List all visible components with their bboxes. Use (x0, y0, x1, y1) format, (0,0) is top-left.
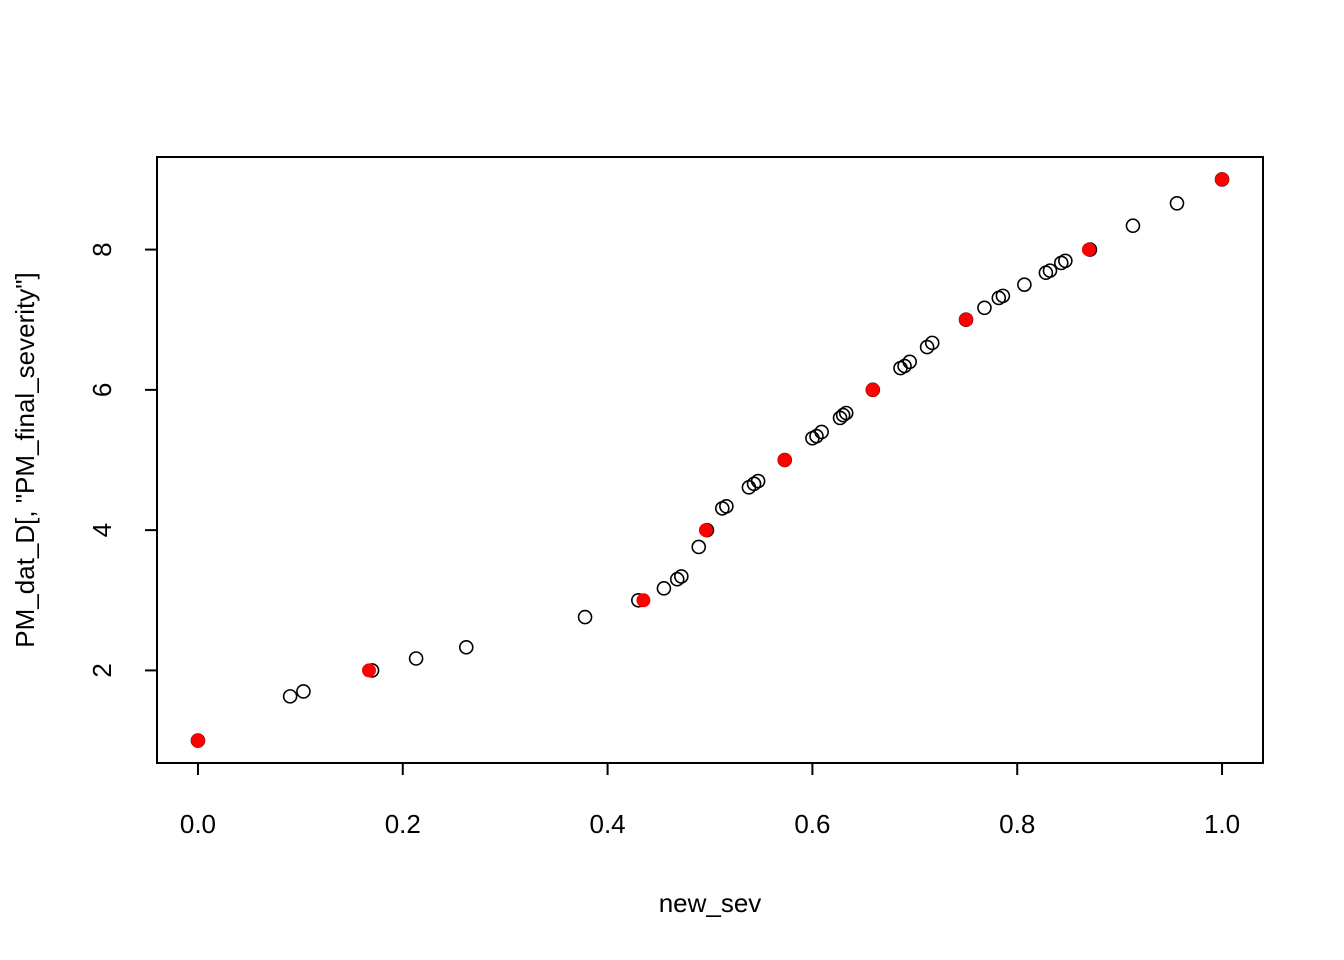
data-point (835, 407, 851, 423)
data-point (919, 339, 935, 355)
x-tick-label: 0.8 (999, 809, 1035, 839)
x-tick-label: 0.2 (385, 809, 421, 839)
data-point (408, 651, 424, 666)
data-point-filled (636, 593, 651, 608)
data-point (809, 428, 824, 444)
data-point (1017, 277, 1032, 292)
data-point (691, 539, 707, 555)
data-point (674, 569, 689, 584)
data-point-filled (865, 382, 880, 397)
data-point-filled (190, 733, 205, 748)
data-point (458, 639, 474, 655)
y-tick-label: 4 (87, 523, 117, 537)
data-point (977, 300, 992, 316)
data-point-filled (959, 312, 974, 327)
data-point (1058, 253, 1073, 269)
data-point (924, 335, 940, 351)
y-tick-label: 2 (87, 663, 117, 677)
plot-frame (156, 156, 1264, 764)
y-axis: 2 4 6 8 (87, 242, 158, 678)
x-tick-label: 1.0 (1204, 809, 1240, 839)
x-tick-label: 0.6 (794, 809, 830, 839)
y-axis-label: PM_dat_D[, "PM_final_severity"] (10, 272, 40, 647)
data-point (296, 684, 311, 699)
data-point-filled (698, 523, 713, 538)
data-point (656, 581, 672, 596)
data-point-filled (777, 453, 792, 467)
x-axis-label: new_sev (659, 888, 762, 918)
data-point (1125, 218, 1141, 234)
data-point (995, 288, 1011, 304)
x-axis: 0.0 0.2 0.4 0.6 0.8 1.0 (180, 762, 1240, 839)
data-points (190, 172, 1230, 748)
data-point (902, 354, 917, 370)
data-point-filled (361, 663, 376, 678)
data-point (746, 476, 762, 492)
y-tick-label: 8 (87, 242, 117, 256)
data-point (1169, 195, 1185, 211)
data-point (719, 498, 734, 514)
data-point-filled (1081, 242, 1096, 257)
x-tick-label: 0.0 (180, 809, 216, 839)
data-point (669, 571, 685, 587)
x-tick-label: 0.4 (590, 809, 626, 839)
data-point (838, 405, 854, 421)
data-point (1042, 263, 1058, 278)
y-tick-label: 6 (87, 383, 117, 397)
data-point (814, 424, 829, 440)
data-point-filled (1215, 172, 1230, 187)
data-point (897, 358, 912, 374)
data-point (750, 473, 766, 489)
data-point (282, 689, 298, 704)
data-point (577, 609, 593, 625)
